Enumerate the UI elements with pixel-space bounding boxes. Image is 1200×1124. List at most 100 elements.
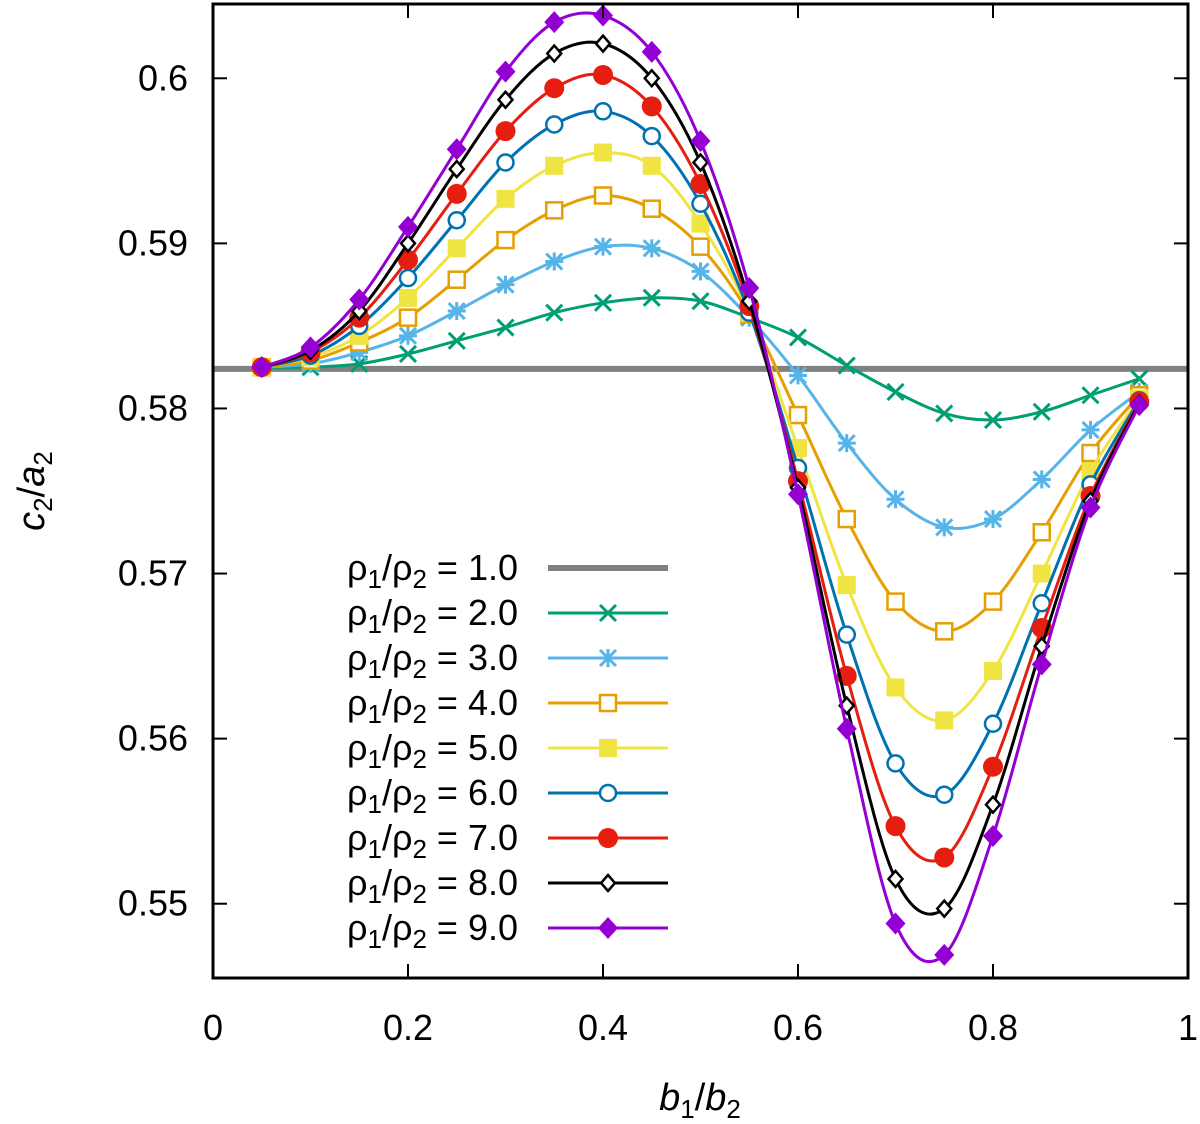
x-tick-label: 0.4: [578, 1007, 628, 1048]
y-tick-label: 0.58: [118, 387, 188, 428]
data-point: [545, 201, 564, 220]
x-axis-title-slash: /: [695, 1077, 706, 1119]
data-point: [886, 382, 905, 402]
x-tick-label: 0.8: [968, 1007, 1018, 1048]
data-point: [983, 410, 1003, 430]
data-point: [739, 276, 760, 299]
data-point: [593, 102, 613, 121]
tick-labels: 0 0.2 0.4 0.6 0.8 1 0.55 0.56 0.57 0.58 0.59 0.6: [118, 57, 1198, 1048]
data-point: [885, 912, 906, 935]
y-axis-title-sub2: 2: [28, 451, 58, 465]
data-point: [447, 301, 466, 321]
data-point: [837, 434, 856, 453]
y-axis-title-slash: /: [11, 486, 53, 497]
data-point: [983, 592, 1003, 611]
legend-label: ρ1/ρ2 = 4.0: [347, 682, 518, 729]
data-point: [934, 943, 955, 966]
data-point: [1032, 470, 1051, 489]
data-point: [935, 711, 954, 730]
x-axis-title-main2: b: [705, 1077, 726, 1119]
data-point: [598, 917, 618, 939]
data-point: [1032, 564, 1051, 583]
data-point: [935, 898, 953, 919]
data-point: [1080, 496, 1101, 519]
y-axis-title-main: c: [11, 512, 53, 531]
y-tick-label: 0.57: [118, 553, 188, 594]
y-tick-label: 0.55: [118, 883, 188, 924]
data-point: [691, 262, 710, 281]
data-point: [398, 215, 418, 238]
series-line: [261, 11, 1141, 964]
data-point: [545, 252, 564, 271]
data-point: [691, 292, 710, 311]
data-point: [935, 404, 954, 423]
legend-item: ρ1/ρ2 = 7.0: [347, 817, 668, 864]
data-point: [398, 344, 418, 364]
data-point: [886, 592, 905, 611]
data-point: [983, 714, 1003, 734]
legend-label: ρ1/ρ2 = 1.0: [347, 547, 518, 594]
x-axis-title-sub2: 2: [726, 1094, 740, 1124]
data-point: [1032, 523, 1051, 542]
data-point: [690, 173, 711, 194]
legend-item: ρ1/ρ2 = 4.0: [347, 682, 668, 729]
data-point: [1032, 402, 1051, 421]
data-point: [691, 152, 710, 173]
data-point: [983, 510, 1003, 529]
legend-label: ρ1/ρ2 = 8.0: [347, 862, 518, 909]
data-point: [642, 156, 661, 175]
data-point: [836, 717, 857, 740]
data-point: [935, 622, 954, 641]
data-point: [496, 230, 515, 250]
data-point: [1081, 420, 1100, 439]
data-point: [545, 303, 564, 322]
legend-item: ρ1/ρ2 = 9.0: [347, 907, 668, 954]
data-point: [886, 869, 905, 889]
x-axis-title-main: b: [659, 1077, 680, 1119]
data-point: [984, 661, 1002, 680]
legend-label: ρ1/ρ2 = 3.0: [347, 637, 518, 684]
data-point: [598, 783, 618, 803]
data-point: [599, 873, 617, 893]
data-point: [594, 33, 612, 54]
x-tick-label: 0.2: [383, 1007, 433, 1048]
data-point: [544, 78, 565, 99]
data-point: [448, 159, 466, 179]
legend-label: ρ1/ρ2 = 6.0: [347, 772, 518, 819]
data-point: [447, 270, 466, 289]
data-point: [983, 756, 1003, 777]
data-point: [983, 825, 1003, 848]
data-point: [886, 754, 905, 773]
data-point: [598, 648, 618, 668]
data-point: [691, 214, 710, 233]
data-point: [495, 60, 516, 83]
data-point: [349, 288, 370, 311]
data-point: [398, 249, 418, 270]
y-axis-title: c2/a2: [11, 451, 58, 531]
legend-label: ρ1/ρ2 = 2.0: [347, 592, 518, 639]
data-point: [599, 739, 617, 757]
data-point: [935, 785, 954, 805]
y-tick-label: 0.59: [118, 222, 188, 263]
y-tick-label: 0.56: [118, 718, 188, 759]
data-point: [446, 138, 467, 161]
series-line: [261, 296, 1140, 422]
data-point: [934, 847, 955, 868]
data-point: [496, 89, 515, 110]
data-point: [598, 693, 618, 713]
legend: ρ1/ρ2 = 1.0ρ1/ρ2 = 2.0ρ1/ρ2 = 3.0ρ1/ρ2 =…: [347, 547, 668, 954]
legend-item: ρ1/ρ2 = 5.0: [347, 727, 668, 774]
data-point: [935, 518, 954, 537]
data-point: [446, 183, 467, 204]
axis-ticks: [212, 4, 1189, 978]
data-point: [447, 211, 466, 230]
data-point: [885, 816, 906, 837]
plot-series: [213, 4, 1188, 966]
data-point: [545, 43, 563, 64]
x-axis-title: b1/b2: [659, 1077, 741, 1124]
legend-label: ρ1/ρ2 = 7.0: [347, 817, 518, 864]
data-point: [496, 275, 515, 294]
data-point: [837, 509, 856, 529]
data-point: [788, 328, 808, 347]
data-point: [1129, 394, 1150, 417]
